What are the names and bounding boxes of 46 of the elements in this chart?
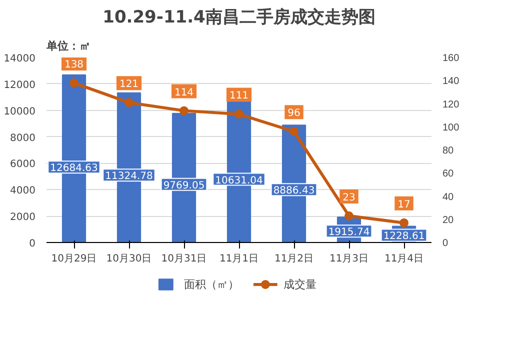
point [180, 106, 188, 116]
y-tick-label: 12000 [4, 80, 36, 91]
y2-tick-label: 60 [442, 168, 454, 180]
y-axis-title: 单位：㎡ [46, 40, 90, 52]
y-tick-label: 14000 [4, 54, 36, 64]
data-label: 12684.63 [50, 163, 98, 174]
y2-tick-label: 100 [442, 122, 460, 134]
x-tick-label: 11月2日 [274, 254, 314, 264]
data-label: 17 [398, 199, 410, 210]
x-tick-label: 10月30日 [106, 254, 152, 264]
y-tick-label: 2000 [10, 212, 36, 224]
x-tick-label: 11月3日 [329, 254, 369, 264]
y2-tick-label: 120 [442, 99, 460, 110]
x-tick-label: 11月1日 [219, 254, 259, 264]
y-tick-label: 8000 [10, 132, 36, 144]
data-label: 96 [288, 108, 300, 120]
x-tick-label: 10月29日 [51, 254, 97, 264]
legend-label: 成交量 [283, 278, 316, 291]
data-label: 11324.78 [105, 171, 153, 182]
y2-tick-label: 80 [442, 146, 454, 156]
data-label: 10631.04 [215, 175, 263, 186]
point [234, 110, 244, 119]
x-tick-label: 10月31日 [161, 254, 207, 264]
legend-label: 面积（㎡） [184, 278, 239, 291]
data-label: 121 [119, 79, 139, 90]
point [70, 78, 78, 88]
data-label: 114 [174, 87, 194, 98]
x-tick-label: 11月4日 [384, 254, 424, 264]
data-label: 111 [229, 90, 249, 102]
y-tick-label: 10000 [4, 106, 36, 118]
point [400, 218, 408, 228]
data-label: 9769.05 [163, 180, 205, 192]
data-label: 23 [342, 192, 356, 204]
y2-tick-label: 140 [442, 76, 460, 88]
y2-tick-label: 160 [442, 53, 460, 64]
data-label: 8886.43 [273, 186, 315, 197]
y2-tick-label: 40 [442, 192, 454, 203]
data-label: 138 [64, 60, 84, 71]
point [290, 127, 298, 136]
y2-tick-label: 0 [442, 238, 448, 249]
chart-title: 10.29-11.4南昌二手房成交走势图 [102, 8, 376, 28]
point [124, 98, 134, 108]
y-tick-label: 6000 [10, 159, 36, 170]
y2-tick-label: 20 [442, 214, 454, 226]
y-tick-label: 4000 [10, 186, 36, 197]
y-tick-label: 0 [29, 238, 36, 250]
